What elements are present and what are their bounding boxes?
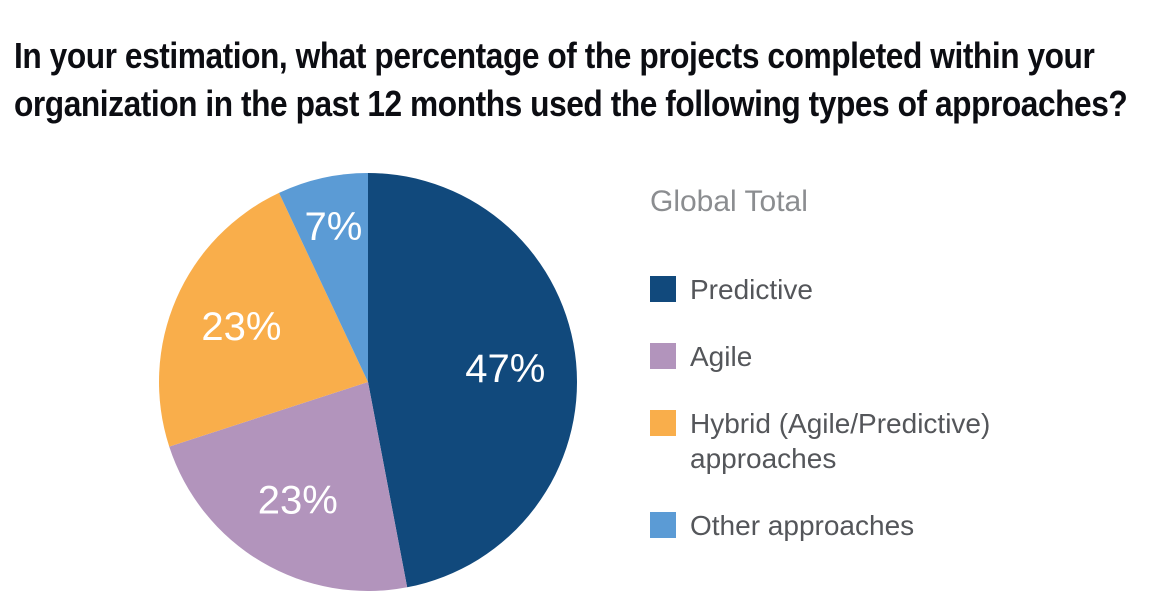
hybrid-swatch-icon [650, 410, 676, 436]
chart-question-title: In your estimation, what percentage of t… [14, 32, 1128, 128]
legend-label-hybrid: Hybrid (Agile/Predictive) approaches [690, 408, 991, 474]
pie-slice-predictive [368, 173, 578, 588]
pie-slice-hybrid [159, 192, 368, 447]
agile-swatch-icon [650, 343, 676, 369]
legend-item-hybrid: Hybrid (Agile/Predictive) approaches [650, 406, 1130, 476]
legend-item-other: Other approaches [650, 508, 1130, 543]
legend-label-predictive: Predictive [690, 274, 813, 305]
pie-slice-other [279, 173, 368, 382]
legend-item-agile: Agile [650, 339, 1130, 374]
predictive-swatch-icon [650, 276, 676, 302]
legend-item-predictive: Predictive [650, 272, 1130, 307]
chart-legend: Global Total Predictive Agile Hybrid (Ag… [650, 184, 1130, 575]
other-swatch-icon [650, 512, 676, 538]
pie-slice-label-hybrid: 23% [201, 305, 281, 349]
pie-slice-label-agile: 23% [258, 479, 338, 523]
title-line-2: organization in the past 12 months used … [14, 83, 1128, 125]
title-line-1: In your estimation, what percentage of t… [14, 35, 1095, 77]
legend-title: Global Total [650, 185, 808, 218]
legend-label-other: Other approaches [690, 510, 915, 541]
legend-label-agile: Agile [690, 341, 753, 372]
pie-slice-label-predictive: 47% [465, 347, 545, 391]
pie-slice-label-other: 7% [304, 205, 362, 249]
pie-slice-agile [169, 382, 408, 592]
